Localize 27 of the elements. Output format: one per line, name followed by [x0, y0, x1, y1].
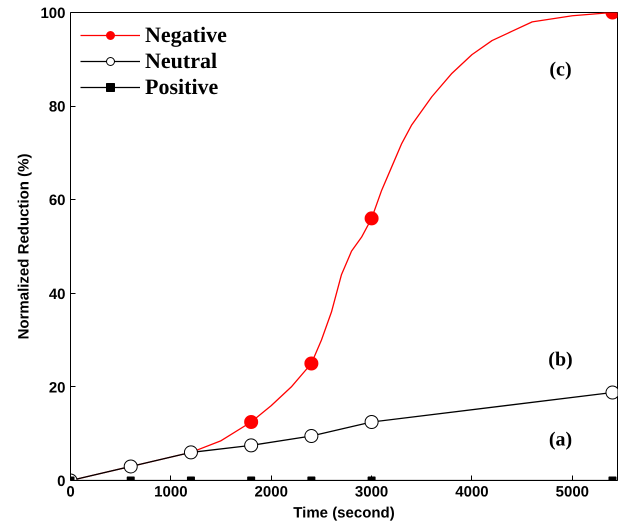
- x-tick-label: 1000: [154, 484, 188, 500]
- x-tick-label: 2000: [254, 484, 288, 500]
- y-tick-label: 100: [40, 5, 66, 22]
- point: [304, 429, 318, 444]
- y-tick-label: 40: [48, 286, 66, 303]
- point: [244, 438, 258, 452]
- x-tick-label: 5000: [556, 484, 590, 500]
- point: [364, 211, 379, 226]
- y-tick-label: 80: [48, 98, 66, 116]
- annotation: (b): [548, 348, 573, 370]
- point: [304, 356, 318, 370]
- y-tick-label: 20: [48, 379, 66, 396]
- y-axis-title: Normalized Reduction (%): [15, 154, 32, 340]
- legend-label: Positive: [145, 74, 218, 100]
- y-tick-label: 60: [48, 192, 66, 210]
- legend-label: Neutral: [145, 48, 218, 74]
- point: [124, 459, 138, 474]
- annotation: (a): [548, 428, 572, 450]
- y-tick-label: 0: [57, 473, 66, 490]
- point: [244, 415, 258, 429]
- x-tick-label: 3000: [354, 484, 388, 500]
- legend-label: Negative: [145, 22, 227, 48]
- x-tick-label: 4000: [455, 484, 489, 500]
- point: [184, 445, 198, 460]
- annotation: (c): [549, 58, 572, 80]
- point: [364, 415, 379, 429]
- x-axis-title: Time (second): [293, 504, 395, 522]
